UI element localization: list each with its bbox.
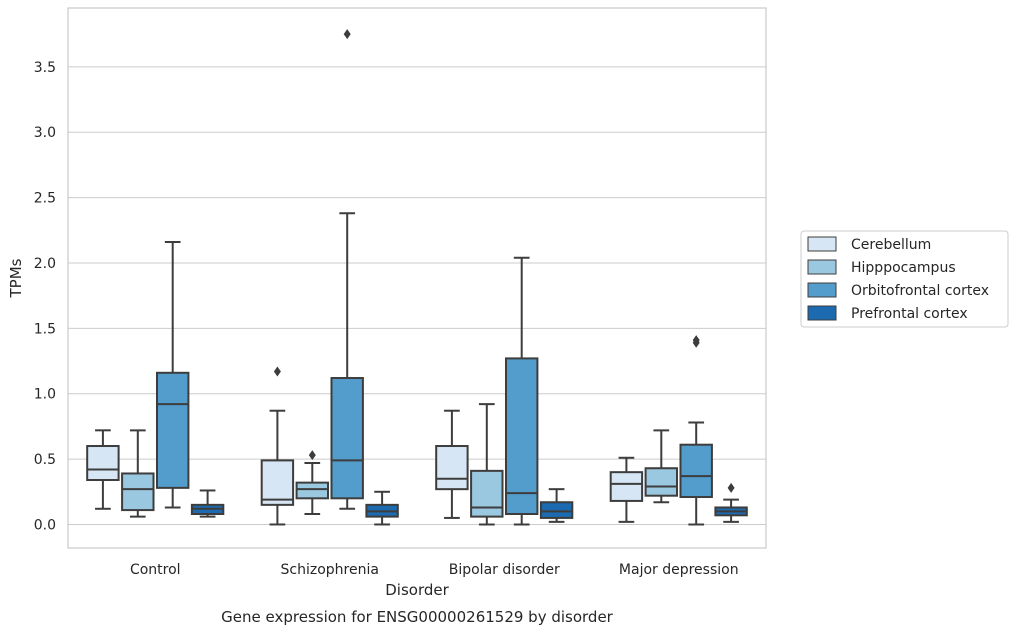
box-2-2 (504, 256, 539, 526)
box-1-2 (330, 29, 364, 510)
box-body (260, 459, 295, 506)
box-body (155, 371, 190, 489)
legend-label: Cerebellum (851, 237, 931, 253)
outlier-point (343, 29, 351, 40)
box-3-0 (609, 456, 644, 523)
box-body (86, 445, 120, 482)
y-axis-label: TPMs (7, 258, 25, 298)
box-2-0 (435, 409, 469, 519)
legend-swatch (807, 236, 837, 252)
y-tick-label: 0.0 (34, 517, 56, 533)
box-body (435, 445, 469, 491)
x-tick-label: Major depression (619, 562, 739, 578)
legend-label: Prefrontal cortex (851, 306, 968, 322)
box-body (539, 501, 574, 519)
outlier-point (692, 335, 700, 346)
legend-label: Hipppocampus (851, 260, 956, 276)
box-3-3 (714, 482, 748, 523)
plot-frame (67, 7, 767, 549)
box-groups (86, 29, 748, 526)
box-body (470, 469, 504, 518)
x-tick-label: Control (130, 562, 181, 578)
box-0-1 (121, 429, 155, 518)
outlier-point (273, 366, 281, 377)
box-0-2 (155, 241, 190, 509)
legend-swatch (807, 259, 837, 275)
legend-frame (800, 230, 1009, 328)
box-2-3 (539, 488, 574, 523)
outlier-point (727, 482, 735, 493)
box-1-1 (295, 450, 330, 516)
box-body (679, 443, 713, 499)
legend-swatch (807, 305, 837, 321)
box-body (330, 377, 364, 500)
outlier-point (308, 450, 316, 461)
box-0-0 (86, 429, 120, 510)
box-2-1 (470, 403, 504, 526)
y-tick-label: 2.5 (34, 191, 56, 207)
y-tick-labels: 0.0 0.5 1.0 1.5 2.0 2.5 3.0 3.5 (34, 60, 56, 534)
y-tick-label: 1.5 (34, 321, 56, 337)
chart-caption: Gene expression for ENSG00000261529 by d… (221, 608, 614, 626)
box-3-2 (679, 335, 713, 526)
y-tick-label: 2.0 (34, 256, 56, 272)
x-tick-labels: Control Schizophrenia Bipolar disorder Majo… (130, 562, 739, 578)
box-1-3 (365, 490, 399, 526)
box-body (121, 472, 155, 512)
box-body (295, 481, 330, 500)
box-3-1 (644, 429, 679, 504)
legend-swatch (807, 282, 837, 298)
legend-label: Orbitofrontal cortex (851, 283, 989, 299)
box-body (644, 467, 679, 497)
y-tick-label: 3.5 (34, 60, 56, 76)
x-tick-label: Schizophrenia (281, 562, 379, 578)
box-body (504, 357, 539, 516)
box-body (609, 471, 644, 502)
x-tick-label: Bipolar disorder (449, 562, 560, 578)
y-tick-label: 1.0 (34, 387, 56, 403)
box-0-3 (190, 489, 225, 518)
x-axis-label: Disorder (385, 581, 449, 599)
y-tick-label: 3.0 (34, 125, 56, 141)
y-tick-label: 0.5 (34, 452, 56, 468)
box-1-0 (260, 366, 295, 526)
legend: Cerebellum Hipppocampus Orbitofrontal cort… (800, 230, 1009, 328)
